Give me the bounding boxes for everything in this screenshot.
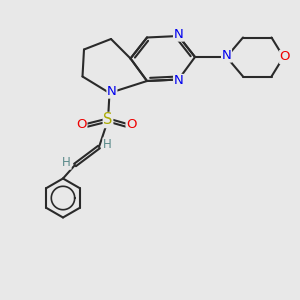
Text: O: O	[280, 50, 290, 64]
Text: O: O	[76, 118, 87, 131]
Text: N: N	[174, 74, 183, 88]
Text: N: N	[222, 49, 231, 62]
Text: N: N	[174, 28, 183, 41]
Text: H: H	[103, 138, 112, 151]
Text: H: H	[62, 156, 71, 169]
Text: N: N	[107, 85, 117, 98]
Text: O: O	[126, 118, 137, 131]
Text: S: S	[103, 112, 113, 128]
